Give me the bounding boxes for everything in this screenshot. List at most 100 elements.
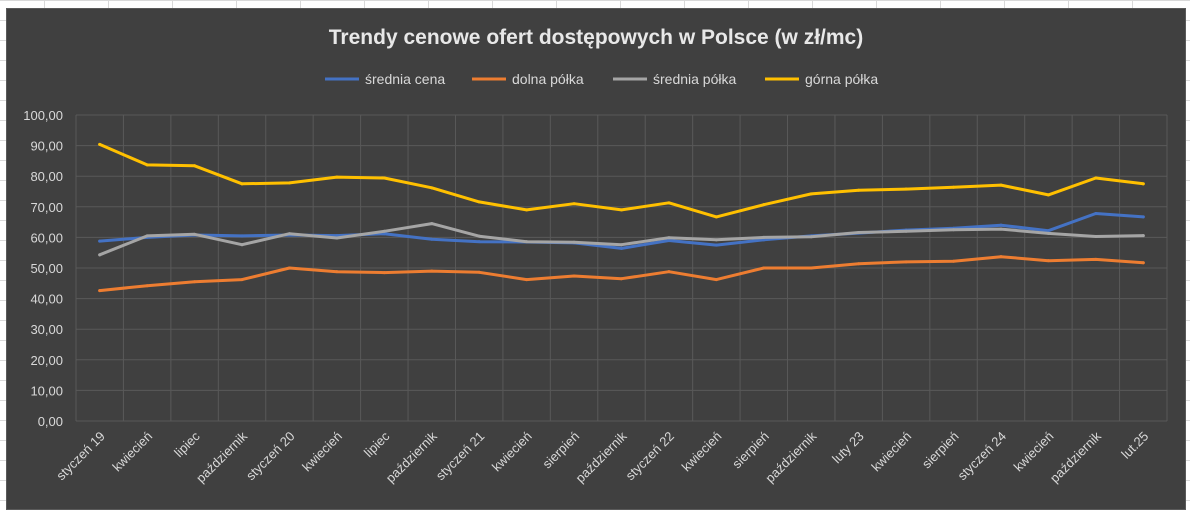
legend-label: górna półka bbox=[805, 71, 878, 87]
data-point bbox=[762, 235, 766, 239]
data-point bbox=[335, 234, 339, 238]
data-point bbox=[809, 235, 813, 239]
x-tick-label: sierpień bbox=[729, 429, 772, 472]
data-point bbox=[809, 192, 813, 196]
y-tick-label: 100,00 bbox=[23, 108, 63, 123]
data-point bbox=[572, 202, 576, 206]
data-point bbox=[999, 255, 1003, 259]
data-point bbox=[857, 231, 861, 235]
data-point bbox=[667, 201, 671, 205]
data-point bbox=[904, 187, 908, 191]
data-point bbox=[1046, 193, 1050, 197]
x-tick-label: styczeń 20 bbox=[243, 429, 298, 484]
data-point bbox=[382, 229, 386, 233]
data-point bbox=[193, 164, 197, 168]
y-tick-label: 80,00 bbox=[30, 169, 63, 184]
data-point bbox=[145, 234, 149, 238]
y-tick-label: 90,00 bbox=[30, 139, 63, 154]
data-point bbox=[98, 142, 102, 146]
data-point bbox=[1094, 176, 1098, 180]
y-tick-label: 20,00 bbox=[30, 353, 63, 368]
data-point bbox=[999, 223, 1003, 227]
data-point bbox=[572, 274, 576, 278]
series-line-1 bbox=[98, 255, 1145, 293]
data-point bbox=[525, 278, 529, 282]
x-axis-ticks: styczeń 19 kwiecień lipiec październik stycz… bbox=[53, 428, 1151, 485]
data-point bbox=[335, 270, 339, 274]
data-point bbox=[430, 269, 434, 273]
y-axis-ticks: 0,00 10,00 20,00 30,00 40,00 50,00 60,00 70,00 8… bbox=[23, 108, 63, 429]
data-point bbox=[240, 234, 244, 238]
data-point bbox=[193, 232, 197, 236]
data-point bbox=[145, 163, 149, 167]
legend: średnia cena dolna półka średnia półka górn… bbox=[325, 71, 878, 87]
data-point bbox=[98, 289, 102, 293]
data-point bbox=[1141, 182, 1145, 186]
data-point bbox=[1094, 212, 1098, 216]
data-point bbox=[477, 234, 481, 238]
data-point bbox=[287, 181, 291, 185]
gridlines bbox=[75, 114, 1168, 422]
series-lines bbox=[98, 142, 1145, 293]
data-point bbox=[620, 277, 623, 281]
data-point bbox=[999, 183, 1003, 187]
data-point bbox=[572, 240, 576, 244]
data-point bbox=[667, 270, 671, 274]
data-point bbox=[952, 259, 956, 263]
data-point bbox=[1141, 234, 1145, 238]
data-point bbox=[667, 236, 671, 240]
y-tick-label: 0,00 bbox=[38, 414, 63, 429]
data-point bbox=[762, 266, 766, 270]
y-tick-label: 70,00 bbox=[30, 200, 63, 215]
data-point bbox=[762, 203, 766, 207]
data-point bbox=[335, 175, 339, 179]
data-point bbox=[714, 215, 718, 219]
data-point bbox=[382, 271, 386, 275]
data-point bbox=[287, 232, 291, 236]
legend-label: średnia półka bbox=[653, 71, 736, 87]
x-tick-label: lipiec bbox=[171, 428, 203, 460]
data-point bbox=[1046, 259, 1050, 263]
data-point bbox=[999, 227, 1003, 231]
x-tick-label: luty 23 bbox=[829, 429, 867, 467]
x-tick-label: październik bbox=[573, 428, 630, 485]
data-point bbox=[952, 228, 956, 232]
data-point bbox=[193, 280, 197, 284]
x-tick-label: sierpień bbox=[539, 429, 582, 472]
data-point bbox=[1141, 261, 1145, 265]
data-point bbox=[525, 240, 529, 244]
data-point bbox=[620, 246, 623, 250]
series-line-0 bbox=[98, 212, 1145, 250]
data-point bbox=[382, 176, 386, 180]
data-point bbox=[1046, 231, 1050, 235]
chart-title: Trendy cenowe ofert dostępowych w Polsce… bbox=[329, 26, 863, 49]
x-tick-label: październik bbox=[1047, 428, 1104, 485]
data-point bbox=[477, 200, 481, 204]
x-tick-label: lut.25 bbox=[1118, 429, 1151, 462]
x-tick-label: kwiecień bbox=[1011, 429, 1057, 475]
data-point bbox=[667, 238, 671, 242]
data-point bbox=[857, 188, 861, 192]
x-tick-label: kwiecień bbox=[489, 429, 535, 475]
data-point bbox=[240, 182, 244, 186]
data-point bbox=[714, 238, 718, 242]
chart-area[interactable]: 0,00 10,00 20,00 30,00 40,00 50,00 60,00 70,00 8… bbox=[6, 8, 1186, 510]
legend-label: dolna półka bbox=[512, 71, 584, 87]
x-tick-label: kwiecień bbox=[679, 429, 725, 475]
data-point bbox=[430, 186, 434, 190]
data-point bbox=[382, 232, 386, 236]
data-point bbox=[98, 253, 102, 257]
y-tick-label: 60,00 bbox=[30, 230, 63, 245]
data-point bbox=[762, 238, 766, 242]
data-point bbox=[145, 284, 149, 288]
x-tick-label: styczeń 19 bbox=[53, 429, 108, 484]
legend-label: średnia cena bbox=[365, 71, 445, 87]
data-point bbox=[904, 229, 908, 233]
x-tick-label: lipiec bbox=[361, 428, 393, 460]
y-tick-label: 50,00 bbox=[30, 261, 63, 276]
data-point bbox=[477, 240, 481, 244]
data-point bbox=[620, 243, 623, 247]
x-tick-label: kwiecień bbox=[299, 429, 345, 475]
data-point bbox=[240, 243, 244, 247]
y-tick-label: 10,00 bbox=[30, 383, 63, 398]
